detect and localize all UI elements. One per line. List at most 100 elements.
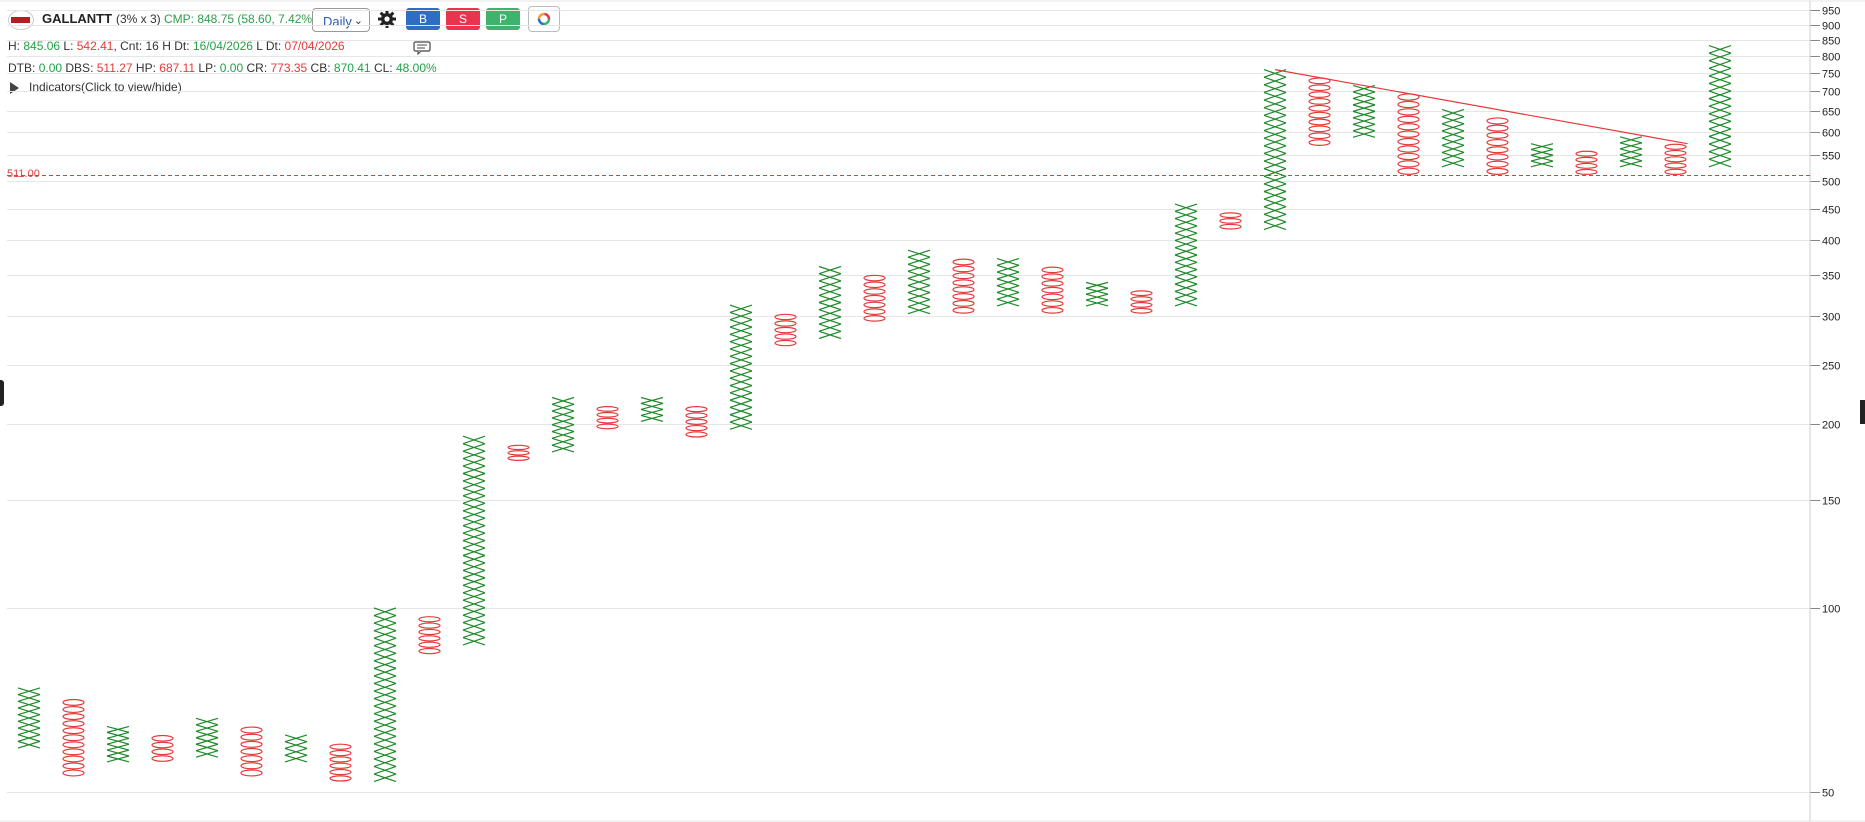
comment-icon[interactable] — [413, 41, 431, 55]
p-button[interactable]: P — [486, 8, 520, 30]
o-box — [62, 720, 85, 728]
x-column — [1174, 203, 1198, 307]
x-column — [818, 265, 842, 340]
x-box — [1441, 151, 1465, 161]
left-panel-handle[interactable] — [0, 380, 4, 406]
x-box — [373, 758, 397, 768]
x-box — [996, 298, 1020, 307]
indicators-label: Indicators(Click to view/hide) — [29, 80, 182, 94]
o-box — [774, 320, 797, 327]
x-box — [907, 306, 931, 315]
o-box — [863, 294, 886, 302]
x-box — [462, 458, 486, 467]
x-box — [1085, 281, 1109, 289]
x-box — [907, 277, 931, 287]
o-box — [1308, 104, 1331, 112]
o-column — [507, 444, 530, 461]
x-box — [1174, 239, 1198, 249]
o-box — [1308, 118, 1331, 126]
x-box — [729, 421, 753, 430]
x-box — [462, 636, 486, 646]
x-column — [640, 396, 664, 422]
x-box — [551, 424, 575, 433]
x-box — [1619, 154, 1643, 162]
x-box — [17, 687, 41, 696]
o-box — [1664, 156, 1687, 163]
o-box — [151, 741, 174, 749]
x-box — [729, 414, 753, 423]
x-column — [1352, 84, 1376, 138]
sell-button[interactable]: S — [446, 8, 480, 30]
expand-triangle-icon — [10, 81, 19, 94]
o-box — [418, 647, 441, 655]
x-box — [907, 284, 931, 294]
hp-label: HP: — [135, 61, 156, 75]
x-box — [195, 750, 219, 758]
count-value: 16 — [145, 39, 159, 53]
x-box — [1708, 45, 1732, 54]
x-box — [373, 667, 397, 677]
x-box — [1708, 105, 1732, 115]
x-box — [1352, 104, 1376, 112]
x-box — [1619, 160, 1643, 168]
o-box — [1486, 138, 1509, 147]
o-box — [507, 444, 530, 451]
x-box — [373, 652, 397, 662]
x-box — [462, 547, 486, 557]
x-box — [1708, 158, 1732, 168]
x-box — [17, 720, 41, 729]
o-box — [1397, 123, 1420, 131]
o-box — [1041, 273, 1064, 280]
o-box — [952, 286, 975, 294]
x-box — [462, 592, 486, 601]
o-box — [62, 769, 85, 777]
o-box — [240, 733, 263, 741]
symbol-name[interactable]: GALLANTT — [42, 11, 113, 26]
x-box — [1530, 143, 1554, 151]
x-box — [551, 444, 575, 453]
indicators-toggle[interactable]: Indicators(Click to view/hide) — [10, 80, 182, 94]
o-box — [329, 743, 352, 750]
x-box — [1263, 190, 1287, 200]
cb-value: 870.41 — [333, 61, 371, 75]
x-box — [1174, 232, 1198, 242]
x-box — [17, 707, 41, 716]
o-box — [1486, 167, 1509, 175]
x-box — [373, 660, 397, 669]
x-box — [462, 532, 486, 542]
x-box — [1352, 91, 1376, 99]
o-box — [952, 265, 975, 273]
x-box — [195, 730, 219, 739]
x-box — [1263, 122, 1287, 132]
buy-button[interactable]: B — [406, 8, 440, 30]
x-box — [1352, 117, 1376, 125]
y-tick-label: 550 — [1822, 151, 1840, 163]
o-box — [774, 326, 797, 334]
x-box — [1441, 159, 1465, 168]
x-box — [729, 370, 753, 379]
x-box — [818, 301, 842, 311]
o-box — [1041, 293, 1064, 301]
box-setting: (3% x 3) — [116, 12, 161, 26]
o-box — [240, 762, 263, 770]
o-box — [685, 406, 708, 413]
o-column — [329, 743, 352, 782]
settings-gear-icon[interactable] — [377, 9, 397, 29]
o-box — [1664, 162, 1687, 169]
x-box — [818, 316, 842, 325]
x-box — [17, 740, 41, 749]
x-box — [729, 377, 753, 387]
right-panel-handle[interactable] — [1860, 400, 1865, 424]
x-column — [907, 249, 931, 315]
o-box — [418, 616, 441, 623]
x-box — [1174, 268, 1198, 278]
x-box — [551, 430, 575, 439]
x-box — [106, 725, 130, 733]
o-box — [952, 306, 975, 314]
x-box — [729, 363, 753, 372]
lp-value: 0.00 — [219, 61, 244, 75]
x-box — [1441, 116, 1465, 125]
x-box — [462, 629, 486, 639]
o-column — [1575, 150, 1598, 175]
dtb-value: 0.00 — [38, 61, 63, 75]
